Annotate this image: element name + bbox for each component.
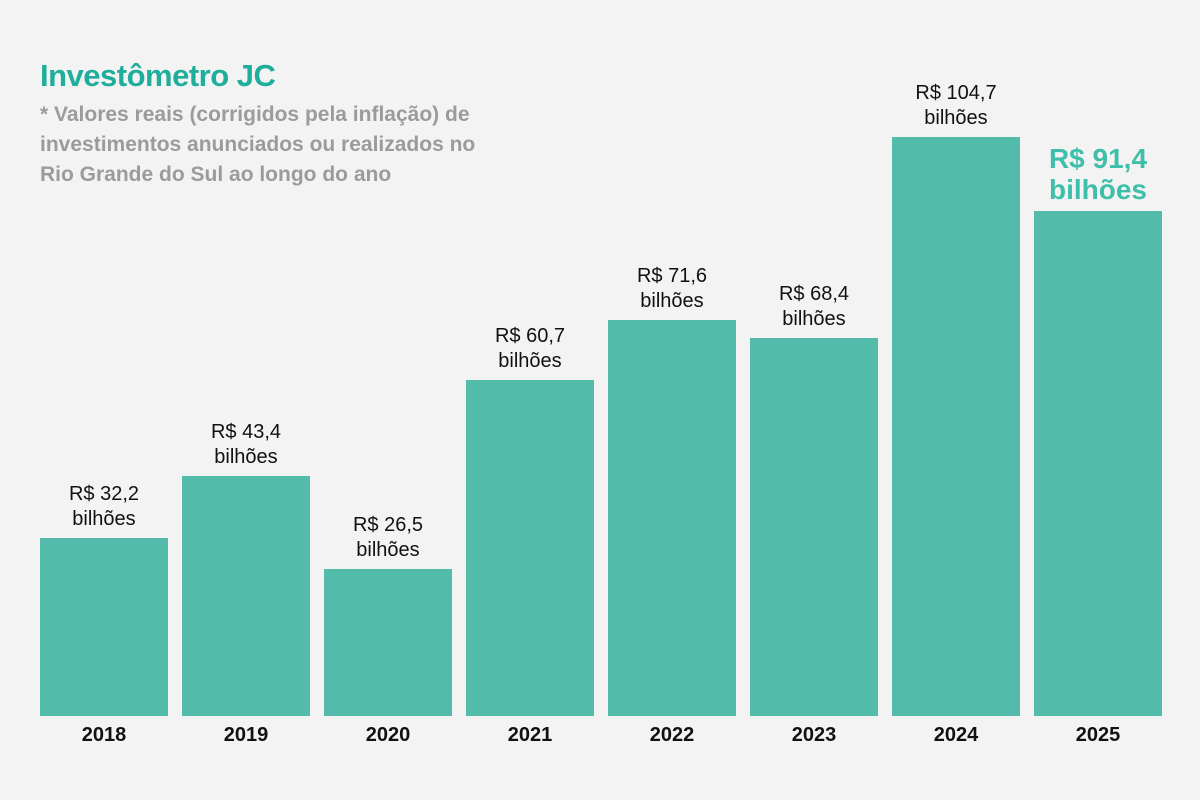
x-tick-label: 2022 <box>649 724 695 746</box>
x-tick-label: 2020 <box>365 724 411 746</box>
x-tick-label: 2025 <box>1075 724 1121 746</box>
bar <box>892 137 1020 716</box>
x-tick-label: 2018 <box>81 724 127 746</box>
bar <box>182 475 310 716</box>
value-label: R$ 60,7 bilhões <box>494 325 566 373</box>
value-label: R$ 71,6 bilhões <box>636 265 708 313</box>
bar <box>40 537 168 716</box>
bar <box>608 320 736 716</box>
x-tick-label: 2024 <box>933 724 979 746</box>
bar <box>466 380 594 716</box>
value-label: R$ 91,4 bilhões <box>1048 142 1148 205</box>
x-tick-label: 2023 <box>791 724 837 746</box>
x-tick-label: 2019 <box>223 724 269 746</box>
value-label: R$ 26,5 bilhões <box>352 514 424 562</box>
chart-title: Investômetro JC <box>40 58 276 93</box>
value-label: R$ 104,7 bilhões <box>915 82 997 129</box>
value-label: R$ 68,4 bilhões <box>778 282 850 330</box>
value-label: R$ 32,2 bilhões <box>68 482 140 530</box>
bar <box>1034 210 1162 716</box>
chart-subtitle: * Valores reais (corrigidos pela inflaçã… <box>40 103 476 186</box>
bar <box>750 337 878 716</box>
value-label: R$ 43,4 bilhões <box>210 420 282 468</box>
bar <box>324 569 452 716</box>
x-tick-label: 2021 <box>507 724 553 746</box>
